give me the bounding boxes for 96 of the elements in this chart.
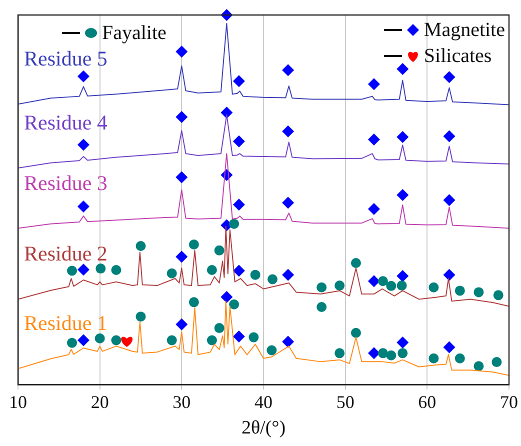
legend-label: Magnetite bbox=[424, 18, 505, 43]
point bbox=[386, 350, 396, 360]
point bbox=[176, 111, 188, 124]
x-tick-label: 20 bbox=[90, 392, 109, 412]
point bbox=[77, 334, 90, 346]
point bbox=[428, 282, 439, 292]
point bbox=[396, 280, 407, 291]
series-label: Residue 4 bbox=[24, 110, 108, 135]
point bbox=[454, 286, 465, 296]
point bbox=[428, 353, 439, 364]
point bbox=[443, 130, 456, 142]
point bbox=[282, 336, 294, 348]
point bbox=[77, 264, 90, 276]
point bbox=[334, 348, 345, 358]
x-tick-label: 10 bbox=[9, 392, 27, 412]
x-axis-title: 2θ/(°) bbox=[241, 418, 286, 439]
point bbox=[220, 106, 233, 119]
legend-label: Fayalite bbox=[102, 21, 166, 46]
point bbox=[443, 341, 456, 354]
point bbox=[94, 333, 105, 344]
point bbox=[443, 194, 456, 206]
point bbox=[492, 357, 502, 368]
point bbox=[232, 198, 245, 211]
point bbox=[232, 264, 245, 277]
point bbox=[398, 348, 408, 358]
point bbox=[493, 290, 504, 300]
point bbox=[176, 318, 188, 330]
series-label: Residue 3 bbox=[24, 170, 108, 195]
point bbox=[229, 299, 240, 310]
point bbox=[396, 130, 409, 143]
point bbox=[396, 188, 409, 201]
point bbox=[77, 70, 90, 82]
point bbox=[176, 250, 188, 263]
point bbox=[368, 347, 380, 360]
legend-label: Silicates bbox=[424, 44, 492, 69]
point bbox=[77, 200, 90, 212]
point bbox=[136, 312, 146, 322]
point bbox=[176, 46, 188, 58]
point bbox=[77, 138, 90, 151]
point bbox=[316, 282, 327, 292]
point bbox=[232, 135, 245, 148]
point bbox=[248, 332, 259, 342]
point bbox=[206, 265, 217, 276]
point bbox=[220, 291, 233, 304]
point bbox=[166, 335, 177, 346]
point bbox=[266, 345, 277, 356]
point bbox=[111, 335, 122, 346]
point bbox=[386, 280, 396, 291]
point bbox=[316, 302, 327, 312]
point bbox=[188, 297, 199, 308]
point bbox=[166, 268, 177, 278]
point bbox=[378, 276, 388, 286]
point bbox=[176, 171, 188, 184]
series-label: Residue 2 bbox=[24, 242, 108, 266]
point bbox=[282, 64, 294, 76]
point bbox=[67, 266, 78, 276]
x-tick-label: 40 bbox=[254, 392, 272, 412]
point bbox=[206, 335, 217, 346]
point bbox=[67, 338, 78, 348]
point bbox=[111, 265, 122, 276]
point bbox=[268, 274, 278, 284]
point bbox=[282, 268, 294, 281]
point bbox=[121, 336, 133, 347]
point bbox=[368, 134, 380, 146]
x-tick-label: 60 bbox=[418, 392, 436, 412]
point bbox=[350, 328, 361, 338]
point bbox=[136, 241, 146, 251]
x-tick-label: 50 bbox=[336, 392, 354, 412]
point bbox=[188, 240, 199, 250]
point bbox=[396, 336, 409, 348]
point bbox=[443, 71, 456, 84]
point bbox=[368, 275, 380, 288]
point bbox=[368, 78, 380, 90]
x-tick-label: 30 bbox=[172, 392, 191, 412]
point bbox=[214, 245, 224, 256]
point bbox=[96, 264, 106, 274]
point bbox=[229, 218, 240, 229]
point bbox=[396, 62, 409, 75]
x-tick-label: 70 bbox=[500, 392, 518, 412]
point bbox=[232, 75, 245, 88]
point bbox=[334, 280, 345, 291]
series-label: Residue 1 bbox=[24, 311, 108, 336]
point bbox=[396, 270, 409, 282]
point bbox=[474, 361, 484, 372]
point bbox=[232, 330, 245, 343]
series-label: Residue 5 bbox=[24, 46, 108, 71]
point bbox=[454, 353, 465, 364]
point bbox=[282, 125, 294, 138]
point bbox=[443, 268, 456, 281]
point bbox=[368, 203, 380, 216]
point bbox=[350, 258, 361, 268]
point bbox=[214, 323, 224, 334]
point bbox=[378, 348, 388, 358]
point bbox=[250, 270, 260, 280]
point bbox=[282, 196, 294, 209]
point bbox=[474, 287, 484, 298]
